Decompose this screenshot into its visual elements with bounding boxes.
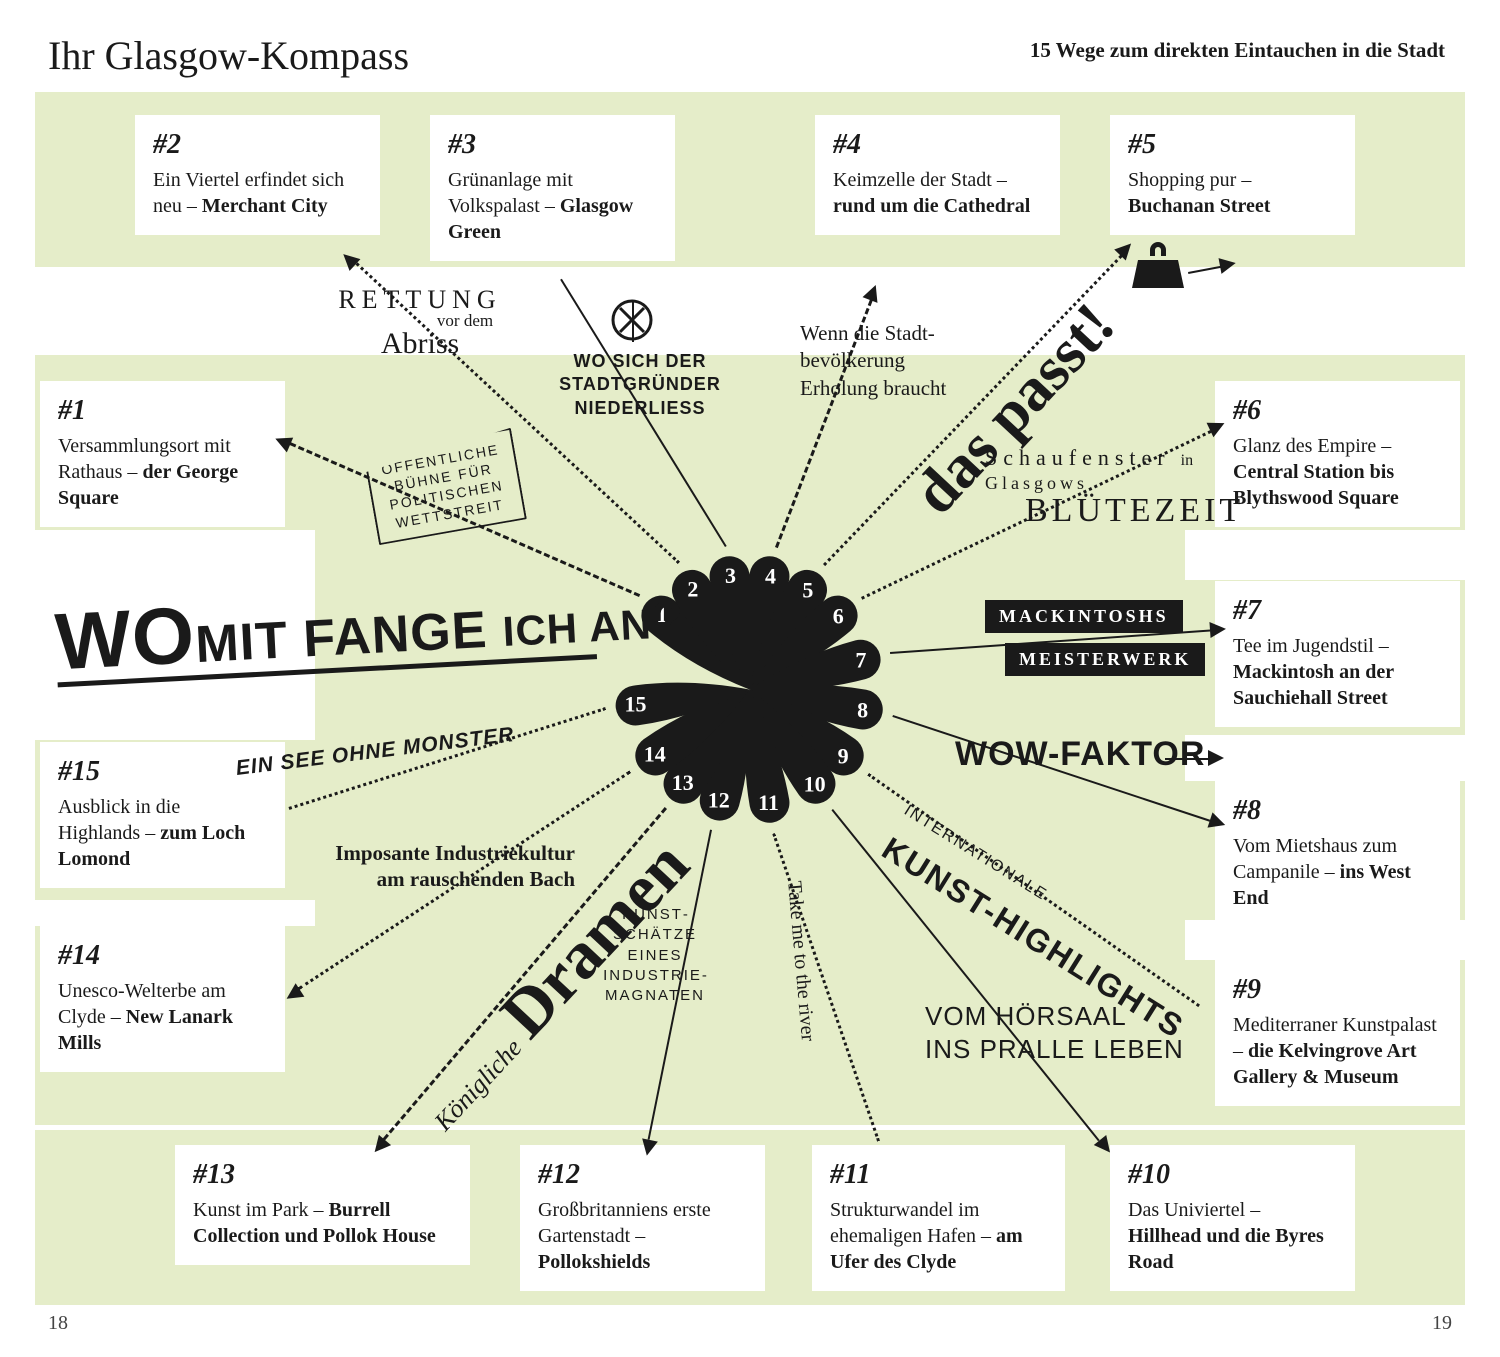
card-number: #8: [1233, 795, 1442, 827]
card-text: Grünanlage mit Volkspalast – Glasgow Gre…: [448, 167, 657, 245]
card-number: #2: [153, 129, 362, 161]
label-bluetezeit: Schaufenster in Glasgows BLÜTEZEIT: [985, 445, 1244, 530]
card-2: #2 Ein Viertel erfindet sich neu – Mercha…: [135, 115, 380, 235]
card-text: Ein Viertel erfindet sich neu – Merchant…: [153, 167, 362, 219]
card-number: #1: [58, 395, 267, 427]
label-wo-sich: WO SICH DER STADTGRÜNDER NIEDERLIESS: [555, 350, 725, 420]
arrowhead-icon: [1219, 255, 1238, 274]
page-number-left: 18: [48, 1312, 68, 1335]
petal-number: 6: [818, 603, 858, 629]
card-number: #4: [833, 129, 1042, 161]
label-hoersaal: VOM HÖRSAAL INS PRALLE LEBEN: [925, 1000, 1184, 1065]
card-number: #12: [538, 1159, 747, 1191]
card-10: #10 Das Univiertel – Hillhead und die Byr…: [1110, 1145, 1355, 1291]
arrowhead-icon: [863, 282, 884, 303]
page: Ihr Glasgow-Kompass 15 Wege zum direkten…: [0, 0, 1500, 1357]
card-11: #11 Strukturwandel im ehemaligen Hafen – …: [812, 1145, 1065, 1291]
label-imposante: Imposante Industriekultur am rauschenden…: [325, 840, 575, 893]
circle-x-icon: [610, 298, 654, 347]
page-title: Ihr Glasgow-Kompass: [48, 32, 409, 79]
card-12: #12 Großbritanniens erste Gartenstadt – P…: [520, 1145, 765, 1291]
arrowhead-icon: [1209, 621, 1226, 638]
page-number-right: 19: [1432, 1312, 1452, 1335]
card-text: Versammlungsort mit Rathaus – der George…: [58, 433, 267, 511]
card-text: Ausblick in die Highlands – zum Loch Lom…: [58, 794, 267, 872]
card-13: #13 Kunst im Park – Burrell Collection un…: [175, 1145, 470, 1265]
label-rettung: RETTUNG vor dem Abriss: [310, 285, 530, 361]
card-number: #6: [1233, 395, 1442, 427]
card-text: Mediterraner Kunstpalast – die Kelvingro…: [1233, 1012, 1442, 1090]
card-1: #1 Versammlungsort mit Rathaus – der Geor…: [40, 381, 285, 527]
card-text: Strukturwandel im ehemaligen Hafen – am …: [830, 1197, 1047, 1275]
bg-strip: [35, 900, 315, 926]
arrowhead-icon: [1208, 750, 1224, 766]
card-number: #10: [1128, 1159, 1337, 1191]
label-wow: WOW-FAKTOR: [955, 735, 1205, 774]
card-number: #3: [448, 129, 657, 161]
card-text: Unesco-Welterbe am Clyde – New Lanark Mi…: [58, 978, 267, 1056]
connector-line: [1188, 266, 1220, 274]
card-text: Tee im Jugendstil – Mackintosh an der Sa…: [1233, 633, 1442, 711]
petal-number: 11: [748, 790, 788, 816]
card-number: #13: [193, 1159, 452, 1191]
bg-strip: [1185, 530, 1465, 580]
card-text: Kunst im Park – Burrell Collection und P…: [193, 1197, 452, 1249]
petal-number: 15: [615, 692, 655, 718]
card-number: #11: [830, 1159, 1047, 1191]
card-number: #5: [1128, 129, 1337, 161]
card-7: #7 Tee im Jugendstil – Mackintosh an der …: [1215, 581, 1460, 727]
petal-number: 8: [843, 697, 883, 723]
card-number: #7: [1233, 595, 1442, 627]
card-text: Keimzelle der Stadt – rund um die Cathed…: [833, 167, 1042, 219]
page-subtitle: 15 Wege zum direkten Eintauchen in die S…: [1030, 38, 1445, 63]
card-8: #8 Vom Mietshaus zum Campanile – ins West…: [1215, 781, 1460, 927]
label-wenn: Wenn die Stadt­bevölkerung Erholung brau…: [800, 320, 950, 402]
card-9: #9 Mediterraner Kunstpalast – die Kelving…: [1215, 960, 1460, 1106]
card-number: #14: [58, 940, 267, 972]
card-3: #3 Grünanlage mit Volkspalast – Glasgow G…: [430, 115, 675, 261]
card-6: #6 Glanz des Empire – Central Station bis…: [1215, 381, 1460, 527]
card-text: Vom Mietshaus zum Campanile – ins West E…: [1233, 833, 1442, 911]
arrowhead-icon: [639, 1138, 658, 1157]
petal-number: 14: [635, 742, 675, 768]
card-text: Glanz des Empire – Central Station bis B…: [1233, 433, 1442, 511]
petal-number: 10: [795, 771, 835, 797]
bg-strip: [1185, 735, 1465, 781]
card-text: Shopping pur – Buchanan Street: [1128, 167, 1337, 219]
card-4: #4 Keimzelle der Stadt – rund um die Cath…: [815, 115, 1060, 235]
compass-center: 123456789101112131415: [750, 690, 751, 691]
card-text: Großbritanniens erste Gartenstadt – Poll…: [538, 1197, 747, 1275]
card-5: #5 Shopping pur – Buchanan Street: [1110, 115, 1355, 235]
card-text: Das Univiertel – Hillhead und die Byres …: [1128, 1197, 1337, 1275]
label-mackintosh: MACKINTOSHS MEISTERWERK: [985, 600, 1205, 676]
card-number: #9: [1233, 974, 1442, 1006]
petal-number: 7: [841, 648, 881, 674]
card-14: #14 Unesco-Welterbe am Clyde – New Lanark…: [40, 926, 285, 1072]
kettlebell-icon: [1130, 240, 1186, 301]
